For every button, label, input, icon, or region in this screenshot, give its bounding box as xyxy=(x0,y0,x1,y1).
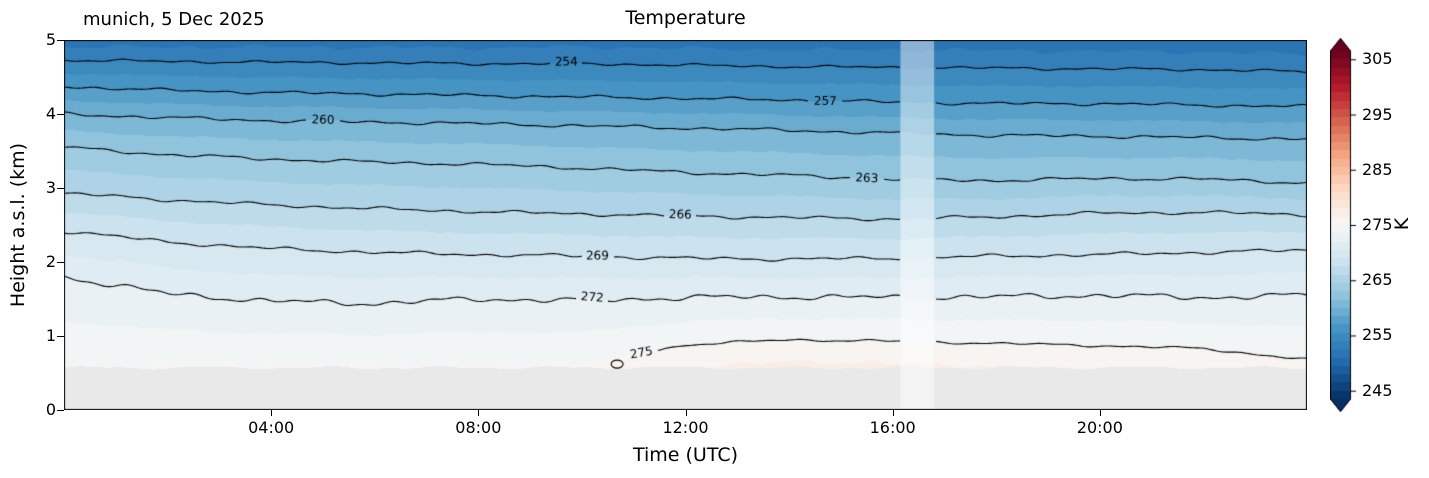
station-date-label: munich, 5 Dec 2025 xyxy=(83,9,265,30)
y-tick-mark xyxy=(57,409,64,411)
colorbar-unit-label: K xyxy=(1391,217,1413,231)
x-tick-label: 12:00 xyxy=(662,418,709,437)
chart-title: Temperature xyxy=(625,7,746,29)
colorbar-tick-label: 305 xyxy=(1362,49,1393,69)
x-tick-label: 20:00 xyxy=(1076,418,1123,437)
x-tick-mark xyxy=(271,410,273,416)
colorbar-tick-label: 285 xyxy=(1362,159,1393,179)
x-tick-label: 16:00 xyxy=(869,418,916,437)
x-tick-label: 08:00 xyxy=(455,418,502,437)
y-tick-mark xyxy=(57,335,64,337)
colorbar-tick-label: 255 xyxy=(1362,325,1393,345)
y-tick-label: 1 xyxy=(45,326,56,345)
y-axis-label: Height a.s.l. (km) xyxy=(7,142,29,308)
colorbar-tick-label: 275 xyxy=(1362,215,1393,234)
y-tick-label: 2 xyxy=(45,252,56,271)
y-tick-mark xyxy=(57,39,64,41)
x-tick-mark xyxy=(892,410,894,416)
contour-plot xyxy=(64,40,1307,410)
y-tick-mark xyxy=(57,187,64,189)
x-tick-mark xyxy=(478,410,480,416)
y-tick-label: 0 xyxy=(45,400,56,419)
colorbar-tick-label: 265 xyxy=(1362,270,1393,290)
y-tick-label: 4 xyxy=(45,104,56,123)
y-tick-label: 3 xyxy=(45,178,56,197)
colorbar-tick-label: 295 xyxy=(1362,104,1393,124)
x-tick-label: 04:00 xyxy=(248,418,295,437)
y-tick-mark xyxy=(57,113,64,115)
colorbar-tick-label: 245 xyxy=(1362,380,1393,400)
y-tick-label: 5 xyxy=(45,30,56,49)
x-tick-mark xyxy=(685,410,687,416)
x-tick-mark xyxy=(1099,410,1101,416)
x-axis-label: Time (UTC) xyxy=(632,444,739,466)
y-tick-mark xyxy=(57,261,64,263)
colorbar xyxy=(1330,38,1360,412)
